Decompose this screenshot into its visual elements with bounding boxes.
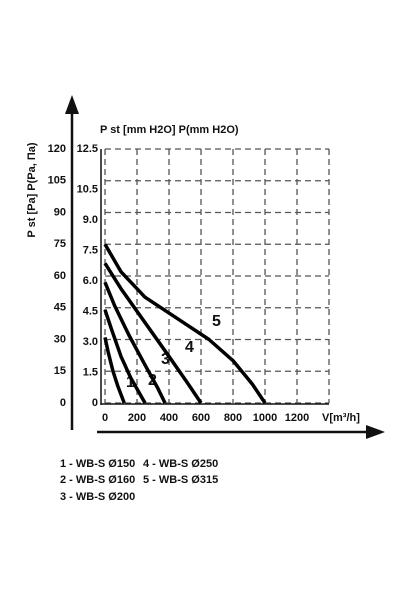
y-axis-title: P st [Pa] P(Pa, Па) [26, 142, 38, 237]
y2-tick-label: 0 [92, 397, 98, 409]
legend-entry: 3 - WB-S Ø200 [60, 491, 135, 503]
x-tick-label: 0 [102, 412, 108, 424]
x-arrow-head [366, 425, 385, 439]
y-tick-label: 60 [54, 270, 66, 282]
y2-tick-label: 7.5 [83, 245, 98, 257]
legend-entry: 1 - WB-S Ø150 [60, 458, 135, 470]
y2-axis-title: P st [mm H2O] P(mm H2O) [100, 124, 239, 136]
legend-entry: 4 - WB-S Ø250 [143, 458, 218, 470]
y-tick-label: 0 [60, 397, 66, 409]
y-tick-label: 75 [54, 238, 66, 250]
y2-tick-label: 6.0 [83, 275, 98, 287]
y-tick-label: 120 [48, 143, 66, 155]
y2-tick-label: 12.5 [77, 143, 98, 155]
curve-label: 5 [212, 313, 221, 330]
x-tick-label: 800 [224, 412, 242, 424]
x-tick-label: 400 [160, 412, 178, 424]
y2-tick-label: 10.5 [77, 184, 98, 196]
curve-label: 1 [126, 374, 135, 391]
y-tick-label: 15 [54, 365, 66, 377]
curve-label: 3 [161, 351, 170, 368]
curve [103, 281, 167, 404]
curve-label: 4 [185, 339, 194, 356]
legend-entry: 2 - WB-S Ø160 [60, 474, 135, 486]
curve [103, 337, 126, 404]
y2-tick-label: 1.5 [83, 366, 98, 378]
y-tick-label: 90 [54, 206, 66, 218]
curve [103, 309, 147, 404]
y2-tick-label: 4.5 [83, 305, 98, 317]
y-tick-label: 30 [54, 333, 66, 345]
curve [103, 243, 267, 404]
y-tick-label: 105 [48, 175, 66, 187]
x-tick-label: 1200 [285, 412, 309, 424]
y-arrow-head [65, 95, 79, 114]
y2-tick-label: 9.0 [83, 214, 98, 226]
legend-entry: 5 - WB-S Ø315 [143, 474, 218, 486]
curve [103, 262, 203, 404]
x-tick-label: 200 [128, 412, 146, 424]
y-tick-label: 45 [54, 302, 66, 314]
x-tick-label: 1000 [253, 412, 277, 424]
y2-tick-label: 3.0 [83, 336, 98, 348]
x-tick-label: 600 [192, 412, 210, 424]
x-axis-title: V[m³/h] [322, 412, 360, 424]
